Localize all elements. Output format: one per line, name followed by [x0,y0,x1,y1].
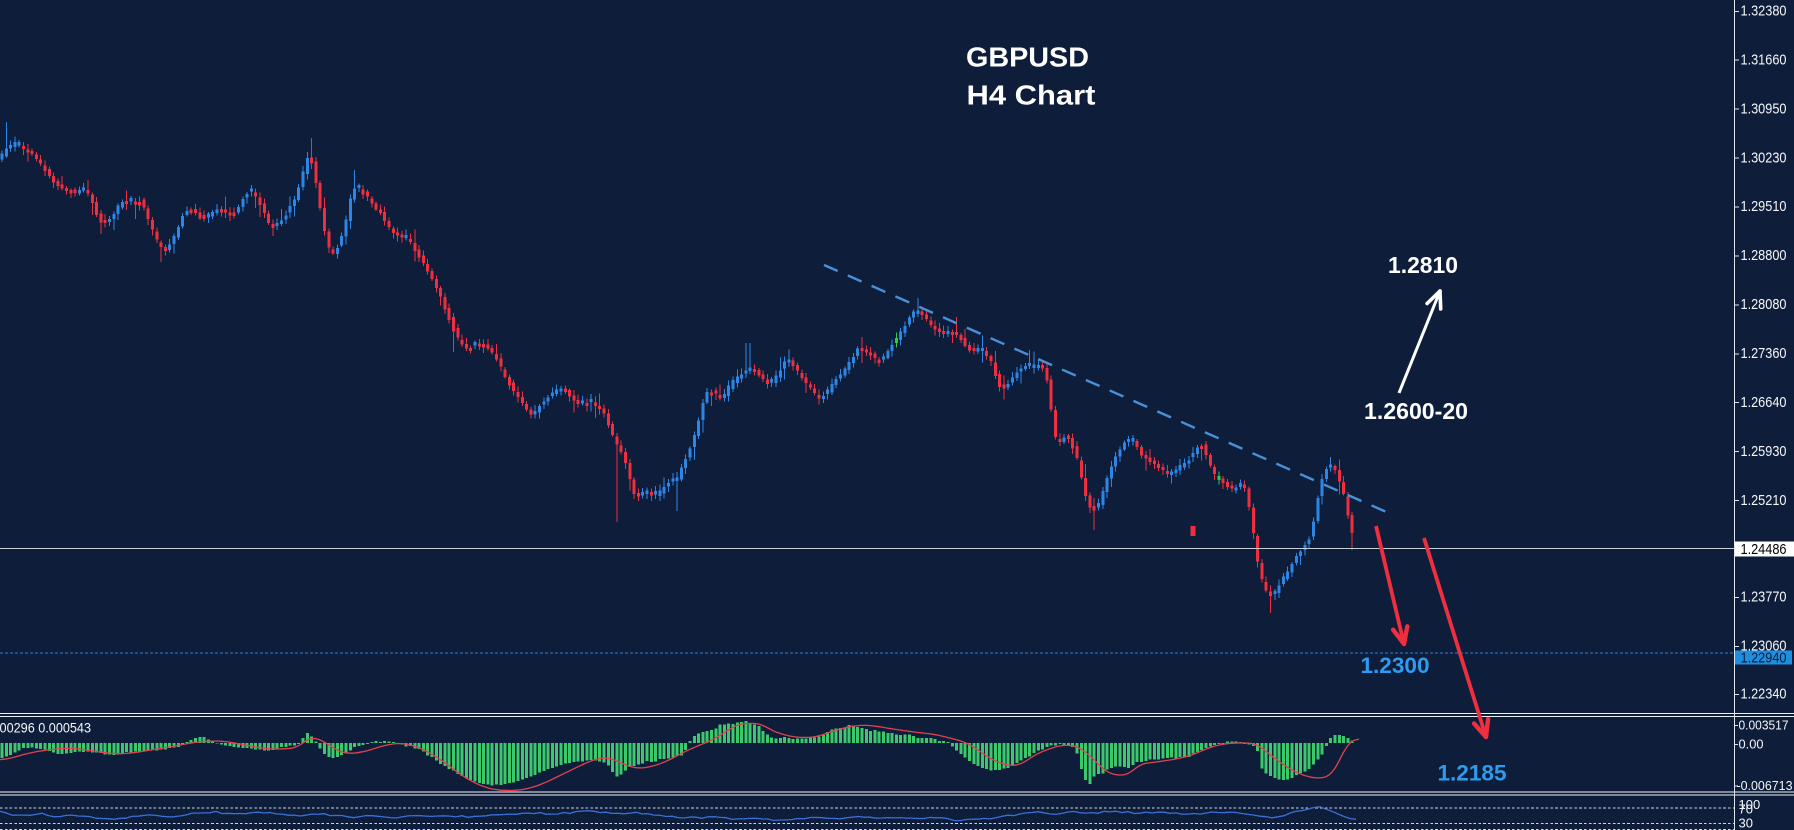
svg-text:1.30950: 1.30950 [1741,100,1787,117]
svg-text:1.24486: 1.24486 [1741,541,1787,558]
svg-text:1.22940: 1.22940 [1741,649,1787,666]
svg-text:30: 30 [1739,816,1753,830]
svg-text:GBPUSD: GBPUSD [966,42,1089,73]
svg-text:0.003517: 0.003517 [1739,718,1789,733]
svg-text:H4 Chart: H4 Chart [967,80,1096,111]
svg-text:1.29510: 1.29510 [1741,198,1787,215]
svg-text:1.32380: 1.32380 [1741,3,1787,20]
svg-text:1.27360: 1.27360 [1741,345,1787,362]
svg-text:1.23770: 1.23770 [1741,589,1787,606]
svg-text:0.00296 0.000543: 0.00296 0.000543 [0,721,91,736]
svg-text:1.2600-20: 1.2600-20 [1364,398,1468,424]
svg-text:1.30230: 1.30230 [1741,149,1787,166]
svg-text:1.2300: 1.2300 [1361,653,1430,678]
svg-text:100: 100 [1739,797,1761,812]
svg-text:0.00: 0.00 [1739,737,1764,752]
svg-text:1.28800: 1.28800 [1741,247,1787,264]
svg-text:1.31660: 1.31660 [1741,51,1787,68]
svg-text:1.28080: 1.28080 [1741,296,1787,313]
svg-text:1.2185: 1.2185 [1438,761,1507,786]
svg-text:1.23060: 1.23060 [1741,638,1787,655]
svg-text:1.22340: 1.22340 [1741,686,1787,703]
svg-text:1.2810: 1.2810 [1388,252,1458,278]
svg-text:1.25930: 1.25930 [1741,443,1787,460]
svg-text:70: 70 [1739,802,1753,817]
svg-text:1.26640: 1.26640 [1741,394,1787,411]
svg-text:1.25210: 1.25210 [1741,492,1787,509]
svg-text:-0.006713: -0.006713 [1737,778,1793,793]
